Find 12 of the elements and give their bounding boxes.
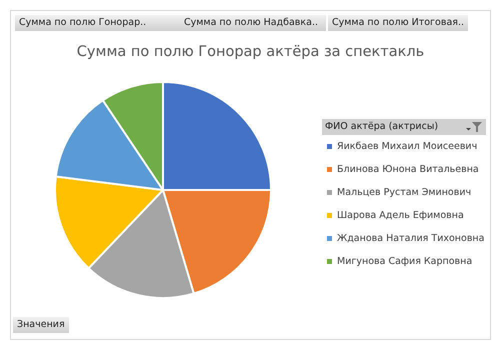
text: Сумма по полю Итоговая..	[328, 15, 468, 31]
chart-title: Сумма по полю Гонорар актёра за спектакль	[76, 44, 426, 60]
text: Сумма по полю Надбавка..	[180, 15, 326, 31]
legend-label: Мигунова Сафия Карповна	[337, 255, 472, 269]
legend-label: Шарова Адель Ефимовна	[337, 209, 464, 223]
legend-label: Мальцев Рустам Эминович	[337, 186, 472, 200]
text: Значения	[13, 317, 69, 333]
text: Сумма по полю Гонорар..	[15, 15, 180, 31]
legend-title: ФИО актёра (актрисы)	[322, 119, 486, 135]
legend-label: Жданова Наталия Тихоновна	[337, 232, 484, 246]
legend-label: Яикбаев Михаил Моисеевич	[337, 140, 478, 154]
legend-label: Блинова Юнона Витальевна	[337, 163, 479, 177]
